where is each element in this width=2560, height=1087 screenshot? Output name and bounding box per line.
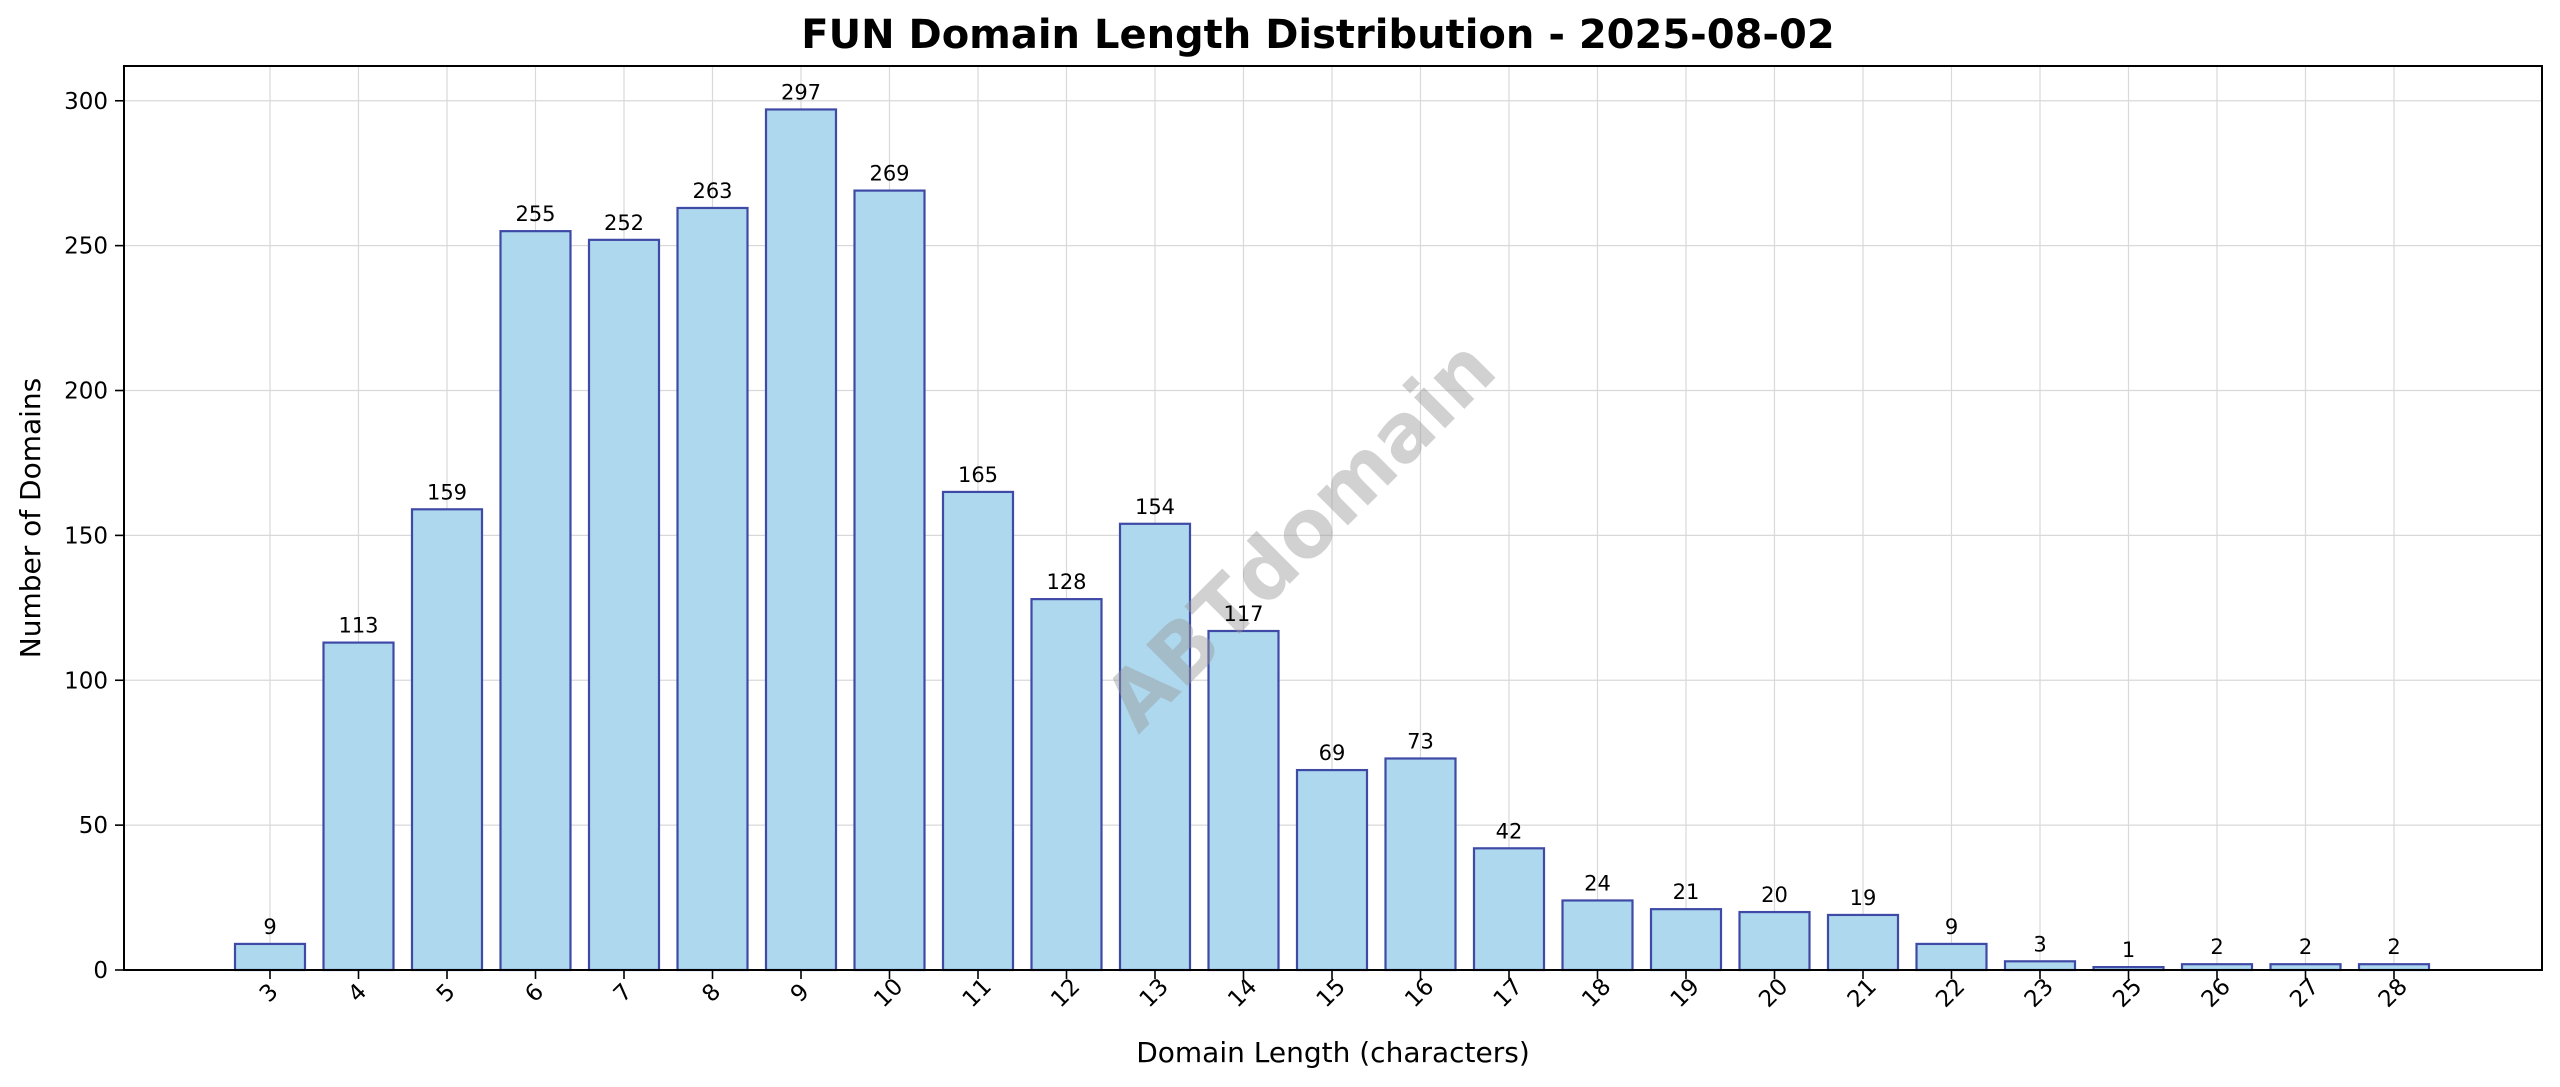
chart-title: FUN Domain Length Distribution - 2025-08… — [801, 12, 1834, 58]
data-label-15: 69 — [1319, 741, 1346, 765]
bars — [233, 108, 2431, 972]
bar-14 — [1207, 629, 1280, 972]
data-label-19: 21 — [1673, 880, 1700, 904]
y-tick-label: 150 — [64, 523, 108, 549]
data-label-7: 252 — [604, 211, 644, 235]
data-label-23: 3 — [2033, 932, 2046, 956]
data-label-17: 42 — [1496, 819, 1523, 843]
data-label-20: 20 — [1761, 883, 1788, 907]
bar-21 — [1826, 913, 1900, 972]
bar-19 — [1649, 908, 1723, 972]
x-axis-label: Domain Length (characters) — [1136, 1036, 1530, 1069]
bar-17 — [1472, 847, 1546, 972]
plot-frame — [123, 65, 2543, 971]
y-tick-label: 50 — [79, 813, 108, 839]
y-tick-label: 300 — [64, 89, 108, 115]
data-label-22: 9 — [1945, 915, 1958, 939]
y-tick-label: 250 — [64, 234, 108, 260]
data-label-16: 73 — [1407, 729, 1434, 753]
bar-4 — [322, 641, 395, 972]
y-tick-label: 100 — [64, 668, 108, 694]
bar-15 — [1295, 768, 1369, 972]
bar-9 — [764, 108, 838, 972]
bar-16 — [1384, 757, 1457, 972]
bar-22 — [1915, 942, 1988, 972]
bar-18 — [1561, 899, 1634, 972]
data-label-3: 9 — [263, 915, 276, 939]
data-labels: 9 113 159 255 252 263 297 269 165 128 154 117 69 73 42… — [263, 80, 2400, 962]
bar-3 — [233, 942, 307, 972]
bar-12 — [1030, 598, 1103, 972]
bar-5 — [410, 508, 484, 972]
data-label-13: 154 — [1135, 495, 1175, 519]
data-label-4: 113 — [338, 614, 378, 638]
y-tick-label: 0 — [93, 958, 108, 984]
bar-13 — [1118, 522, 1192, 972]
y-axis-ticks: 0 50 100 150 200 250 300 — [64, 89, 124, 984]
bar-20 — [1738, 910, 1811, 972]
data-label-6: 255 — [515, 202, 555, 226]
data-label-14: 117 — [1223, 602, 1263, 626]
data-label-21: 19 — [1850, 886, 1877, 910]
data-label-26: 2 — [2210, 935, 2223, 959]
bar-11 — [941, 490, 1015, 972]
data-label-9: 297 — [781, 80, 821, 104]
y-axis-label: Number of Domains — [14, 378, 47, 659]
bar-7 — [587, 238, 661, 972]
data-label-11: 165 — [958, 463, 998, 487]
data-label-5: 159 — [427, 480, 467, 504]
data-label-8: 263 — [692, 179, 732, 203]
data-label-12: 128 — [1046, 570, 1086, 594]
data-label-10: 269 — [869, 162, 909, 186]
data-label-18: 24 — [1584, 871, 1611, 895]
bar-23 — [2003, 960, 2077, 972]
bar-8 — [676, 206, 749, 972]
bar-6 — [499, 230, 572, 972]
data-label-25: 1 — [2122, 938, 2135, 962]
data-label-28: 2 — [2387, 935, 2400, 959]
data-label-27: 2 — [2299, 935, 2312, 959]
bar-10 — [853, 189, 926, 972]
y-tick-label: 200 — [64, 379, 108, 405]
